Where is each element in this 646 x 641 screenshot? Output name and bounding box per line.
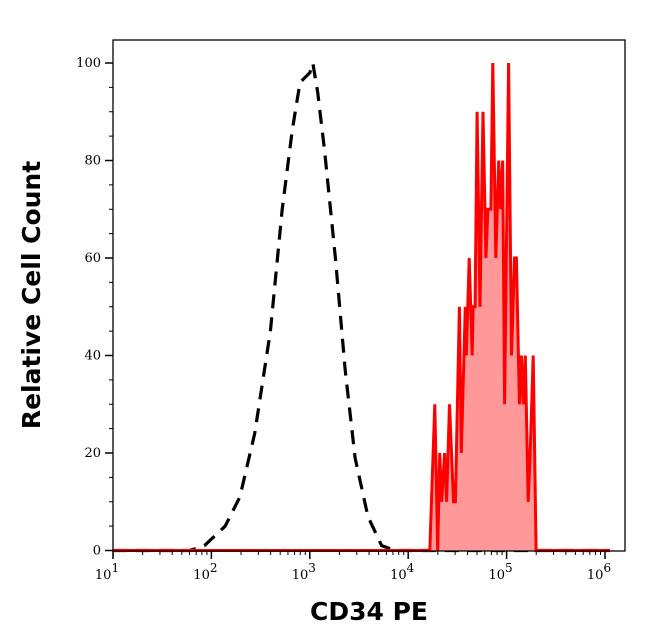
x-tick-label: 102	[193, 561, 217, 583]
y-tick-label: 100	[76, 56, 101, 71]
y-tick-label: 20	[84, 446, 101, 461]
y-axis-title: Relative Cell Count	[17, 161, 46, 429]
series-layer	[113, 62, 610, 553]
x-tick-label: 104	[390, 561, 415, 583]
x-tick-exponent: 1	[111, 561, 119, 575]
x-tick-label: 101	[95, 561, 119, 583]
y-tick-label: 60	[84, 251, 101, 266]
plot-frame	[112, 39, 626, 552]
y-tick-label: 80	[84, 154, 101, 169]
x-tick-exponent: 2	[210, 561, 218, 575]
cd34-fill-area	[113, 63, 610, 551]
control-histogram-line	[113, 62, 610, 553]
x-tick-label: 103	[292, 561, 316, 583]
y-tick-label: 40	[84, 349, 101, 364]
x-tick-exponent: 4	[407, 561, 415, 575]
x-tick-exponent: 5	[505, 561, 513, 575]
y-tick-label: 0	[93, 544, 101, 559]
x-tick-label: 106	[587, 561, 611, 583]
x-tick-label: 105	[489, 561, 513, 583]
x-tick-exponent: 6	[603, 561, 611, 575]
x-axis-title: CD34 PE	[310, 597, 428, 626]
x-tick-exponent: 3	[308, 561, 316, 575]
cd34-histogram-line	[113, 62, 610, 552]
